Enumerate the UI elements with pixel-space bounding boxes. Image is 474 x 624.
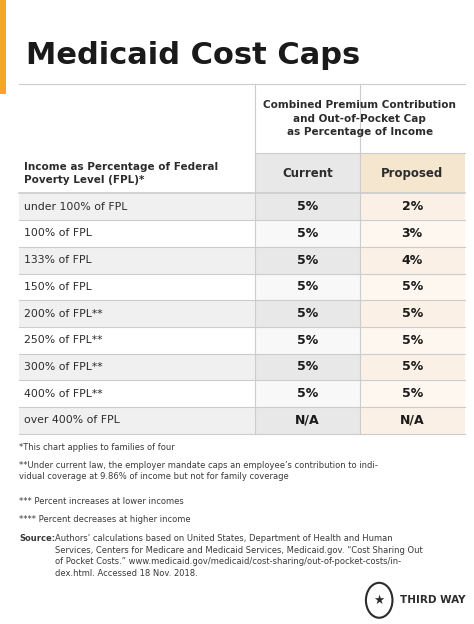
Text: 3%: 3% <box>401 227 423 240</box>
Text: 4%: 4% <box>401 254 423 266</box>
Text: 133% of FPL: 133% of FPL <box>24 255 91 265</box>
Text: ★: ★ <box>374 594 385 607</box>
Text: 5%: 5% <box>297 387 318 400</box>
Text: 5%: 5% <box>297 361 318 373</box>
Text: N/A: N/A <box>400 414 425 427</box>
Text: Source:: Source: <box>19 534 55 543</box>
Text: 150% of FPL: 150% of FPL <box>24 282 91 292</box>
Text: Authors’ calculations based on United States, Department of Health and Human
Ser: Authors’ calculations based on United St… <box>55 534 422 578</box>
Text: THIRD WAY: THIRD WAY <box>400 595 465 605</box>
Text: Medicaid Cost Caps: Medicaid Cost Caps <box>26 41 360 69</box>
Text: 5%: 5% <box>297 200 318 213</box>
Text: Current: Current <box>282 167 333 180</box>
Text: Combined Premium Contribution
and Out-of-Pocket Cap
as Percentage of Income: Combined Premium Contribution and Out-of… <box>264 100 456 137</box>
Text: 5%: 5% <box>401 307 423 320</box>
Text: 5%: 5% <box>297 334 318 347</box>
Text: Income as Percentage of Federal
Poverty Level (FPL)*: Income as Percentage of Federal Poverty … <box>24 162 218 185</box>
Text: 5%: 5% <box>297 280 318 293</box>
Text: 250% of FPL**: 250% of FPL** <box>24 335 102 345</box>
Text: 5%: 5% <box>297 227 318 240</box>
Text: **Under current law, the employer mandate caps an employee’s contribution to ind: **Under current law, the employer mandat… <box>19 461 378 481</box>
Text: 100% of FPL: 100% of FPL <box>24 228 91 238</box>
Text: 5%: 5% <box>297 307 318 320</box>
Text: **** Percent decreases at higher income: **** Percent decreases at higher income <box>19 515 191 524</box>
Text: 5%: 5% <box>401 387 423 400</box>
Text: 200% of FPL**: 200% of FPL** <box>24 308 102 319</box>
Text: 400% of FPL**: 400% of FPL** <box>24 389 102 399</box>
Text: *This chart applies to families of four: *This chart applies to families of four <box>19 443 175 452</box>
Text: 2%: 2% <box>401 200 423 213</box>
Text: *** Percent increases at lower incomes: *** Percent increases at lower incomes <box>19 497 184 506</box>
Text: 5%: 5% <box>297 254 318 266</box>
Text: N/A: N/A <box>295 414 320 427</box>
Text: 5%: 5% <box>401 361 423 373</box>
Text: 5%: 5% <box>401 280 423 293</box>
Text: 300% of FPL**: 300% of FPL** <box>24 362 102 372</box>
Text: Proposed: Proposed <box>381 167 443 180</box>
Text: 5%: 5% <box>401 334 423 347</box>
Text: under 100% of FPL: under 100% of FPL <box>24 202 127 212</box>
Text: over 400% of FPL: over 400% of FPL <box>24 416 119 426</box>
